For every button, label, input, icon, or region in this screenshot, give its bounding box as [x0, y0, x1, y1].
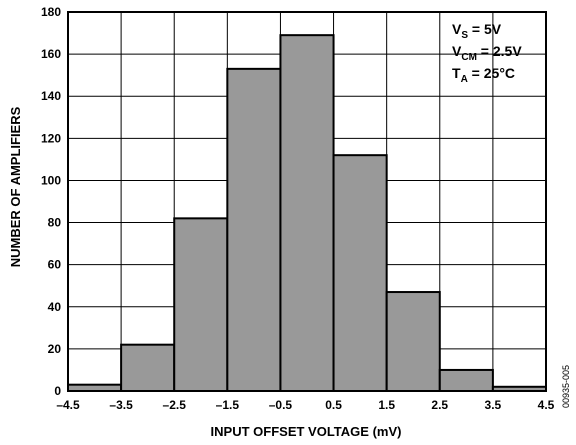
x-tick-label-3: –1.5 — [216, 398, 240, 412]
histogram-bars — [67, 34, 547, 393]
annotation-line-0: VS = 5V — [452, 21, 502, 41]
x-tick-label-4: –0.5 — [269, 398, 293, 412]
x-tick-label-0: –4.5 — [56, 398, 80, 412]
y-tick-label-3: 60 — [48, 258, 62, 272]
x-tick-labels: –4.5 –3.5 –2.5 –1.5 –0.5 0.5 1.5 2.5 3.5 4.5 — [56, 398, 554, 412]
x-axis-title: INPUT OFFSET VOLTAGE (mV) — [211, 424, 402, 439]
figure-id: 00935-005 — [561, 365, 571, 408]
histogram-bar-7 — [438, 368, 494, 393]
plot-frame — [67, 11, 547, 392]
y-tick-label-0: 0 — [54, 384, 61, 398]
x-tick-label-1: –3.5 — [109, 398, 133, 412]
histogram-bar-2 — [173, 217, 229, 392]
y-tick-label-9: 180 — [41, 5, 61, 19]
annotation-line-1: VCM = 2.5V — [452, 43, 522, 63]
histogram-bar-6 — [385, 291, 441, 392]
histogram-bar-3 — [226, 67, 282, 392]
y-tick-label-5: 100 — [41, 173, 61, 187]
y-tick-labels: 0 20 40 60 80 100 120 140 160 180 — [41, 5, 61, 398]
y-tick-label-6: 120 — [41, 131, 61, 145]
y-tick-label-8: 160 — [41, 47, 61, 61]
y-tick-label-7: 140 — [41, 89, 61, 103]
y-tick-label-1: 20 — [48, 342, 62, 356]
x-tick-label-7: 2.5 — [431, 398, 448, 412]
x-tick-label-8: 3.5 — [485, 398, 502, 412]
histogram-bar-1 — [120, 343, 176, 392]
x-tick-label-5: 0.5 — [325, 398, 342, 412]
x-tick-label-2: –2.5 — [163, 398, 187, 412]
histogram-bar-5 — [332, 154, 388, 392]
histogram-bar-4 — [279, 34, 335, 393]
y-tick-label-4: 80 — [48, 216, 62, 230]
x-tick-label-9: 4.5 — [538, 398, 555, 412]
y-axis-title: NUMBER OF AMPLIFIERS — [8, 106, 23, 267]
annotation-line-2: TA = 25°C — [452, 65, 515, 85]
x-tick-label-6: 1.5 — [378, 398, 395, 412]
y-tick-label-2: 40 — [48, 300, 62, 314]
